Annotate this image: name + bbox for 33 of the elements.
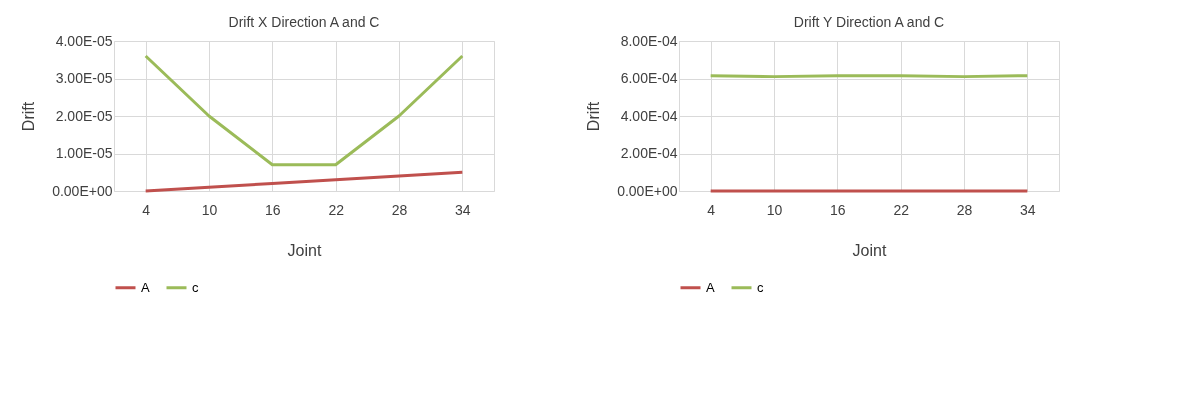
legend-label: A [706,279,715,295]
legend-label: c [757,279,764,295]
x-tick-label: 34 [455,201,471,218]
y-tick-label: 3.00E-05 [55,70,113,86]
x-tick-label: 4 [142,201,151,218]
chart-title: Drift Y Direction A and C [793,14,945,30]
x-tick-label: 16 [265,201,281,218]
y-tick-label: 6.00E-04 [620,70,678,86]
x-axis-title: Joint [852,241,887,259]
y-tick-label: 0.00E+00 [617,182,678,199]
x-tick-label: 22 [893,201,910,218]
y-tick-label: 2.00E-05 [55,107,113,124]
x-tick-label: 28 [956,201,973,218]
legend-label: A [141,279,150,295]
y-tick-label: 4.00E-05 [55,32,113,49]
y-tick-label: 4.00E-04 [620,107,678,124]
x-tick-label: 28 [391,201,408,218]
x-tick-label: 10 [201,201,218,218]
y-tick-label: 1.00E-05 [55,145,113,161]
y-tick-label: 0.00E+00 [52,182,113,199]
x-tick-label: 22 [328,201,345,218]
legend-label: c [192,279,199,295]
x-tick-label: 16 [830,201,846,218]
x-tick-label: 34 [1020,201,1036,218]
x-tick-label: 10 [766,201,783,218]
y-axis-title: Drift [20,101,38,132]
y-axis-title: Drift [585,101,603,132]
y-tick-label: 2.00E-04 [620,145,678,161]
line-series [144,170,464,193]
x-axis-title: Joint [287,241,322,259]
chart-title: Drift X Direction A and C [228,14,380,30]
x-tick-label: 4 [707,201,716,218]
y-tick-label: 8.00E-04 [620,32,678,49]
